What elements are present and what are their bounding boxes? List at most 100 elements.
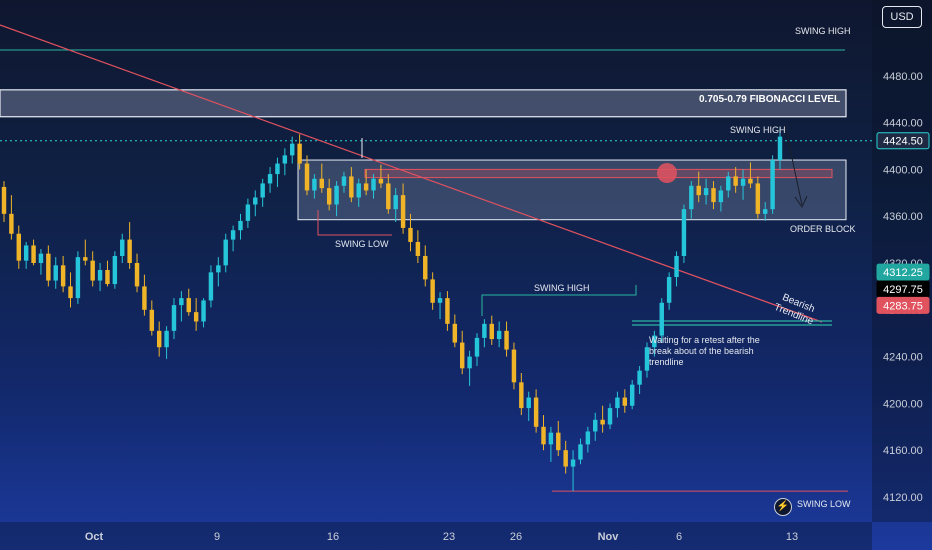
candle-body	[733, 176, 738, 186]
candle-body	[445, 298, 450, 324]
candle-body	[748, 178, 753, 184]
candle-body	[652, 335, 657, 348]
candle-body	[312, 178, 317, 191]
swing-low-left-marker	[317, 210, 392, 236]
candle-body	[474, 337, 480, 357]
candle-body	[511, 349, 517, 383]
order-block-label: ORDER BLOCK	[790, 224, 856, 234]
candle-body	[644, 347, 650, 371]
candle-body	[356, 183, 361, 198]
candle-body	[637, 370, 642, 385]
candle-body	[378, 178, 384, 184]
price-tag	[876, 263, 930, 281]
time-axis[interactable]	[0, 522, 872, 550]
candle-body	[297, 143, 302, 164]
candle-body	[615, 397, 620, 409]
bearish-trendline[interactable]	[0, 24, 823, 323]
candle-body	[349, 176, 354, 198]
candle-body	[290, 143, 295, 156]
candle-body	[585, 431, 591, 445]
candle-body	[112, 255, 118, 285]
candle-body	[341, 176, 347, 186]
candle-body	[593, 419, 598, 432]
candle-body	[319, 178, 325, 189]
candle-body	[326, 188, 332, 205]
candle-body	[363, 183, 369, 191]
y-tick-label: 4440.00	[883, 118, 923, 130]
candle-body	[504, 330, 509, 350]
candle-body	[60, 265, 66, 287]
candle-body	[533, 397, 539, 427]
candle-body	[120, 239, 125, 256]
candle-body	[230, 230, 236, 240]
candle-body	[253, 197, 258, 205]
candle-body	[763, 209, 768, 214]
candle-body	[400, 195, 406, 228]
x-tick-label: 13	[786, 531, 798, 543]
candle-body	[216, 265, 221, 273]
y-tick-label: 4480.00	[883, 71, 923, 83]
candle-body	[629, 384, 635, 406]
candle-body	[23, 245, 29, 261]
candle-body	[452, 323, 458, 343]
candle-body	[563, 450, 568, 467]
candle-body	[689, 185, 694, 210]
price-tags: 4424.50 4312.25 4297.75 4283.75	[876, 132, 930, 314]
retest-note-line-2: break about of the bearish	[649, 346, 754, 356]
candle-body	[622, 397, 628, 406]
candle-body	[526, 397, 531, 409]
candle-body	[201, 300, 206, 322]
candle-body	[386, 183, 391, 210]
candle-body	[711, 188, 716, 203]
candle-body	[703, 188, 709, 196]
candle-body	[267, 174, 273, 184]
price-axis[interactable]	[872, 0, 932, 522]
y-tick-label: 4120.00	[883, 492, 923, 504]
candle-body	[489, 323, 494, 340]
candle-body	[171, 305, 177, 331]
fibonacci-zone	[0, 89, 847, 118]
retest-note-line-3: trendline	[649, 357, 684, 367]
candle-body	[415, 241, 421, 256]
candle-body	[740, 178, 746, 186]
candle-body	[482, 323, 487, 338]
candle-body	[467, 356, 472, 369]
candle-body	[496, 330, 502, 340]
y-tick-label: 4200.00	[883, 398, 923, 410]
candle-body	[16, 233, 21, 261]
candle-body	[578, 444, 583, 460]
y-tick-label: 4160.00	[883, 445, 923, 457]
y-tick-label: 4400.00	[883, 164, 923, 176]
candle-body	[31, 245, 36, 263]
candle-body	[600, 419, 605, 425]
candle-body	[659, 302, 664, 336]
price-tag-label: 4312.25	[883, 267, 923, 279]
price-tag-label: 4297.75	[883, 284, 923, 296]
candle-body	[408, 227, 413, 242]
currency-button[interactable]: USD	[882, 6, 922, 28]
retest-highlight-dot	[657, 163, 677, 183]
swing-low-bottom-label: SWING LOW	[797, 499, 851, 509]
x-tick-label: 23	[443, 531, 455, 543]
candle-body	[9, 213, 14, 234]
candle-body	[371, 178, 376, 191]
candle-body	[541, 426, 546, 445]
candle-body	[238, 220, 243, 231]
lightning-alert-icon[interactable]: ⚡	[774, 498, 792, 516]
candle-body	[548, 432, 554, 445]
x-tick-label: 9	[214, 531, 220, 543]
retest-note-line-1: Waiting for a retest after the	[649, 335, 760, 345]
candle-body	[282, 155, 288, 164]
candle-body	[777, 136, 783, 161]
candle-body	[334, 185, 339, 205]
candle-body	[186, 298, 191, 313]
candle-body	[68, 286, 73, 299]
x-tick-label: Nov	[598, 531, 620, 543]
candle-body	[208, 272, 214, 301]
swing-low-left-label: SWING LOW	[335, 239, 389, 249]
x-tick-label: 16	[327, 531, 339, 543]
candle-body	[726, 176, 731, 191]
swing-high-mid-marker	[481, 285, 637, 316]
candle-body	[97, 270, 103, 281]
